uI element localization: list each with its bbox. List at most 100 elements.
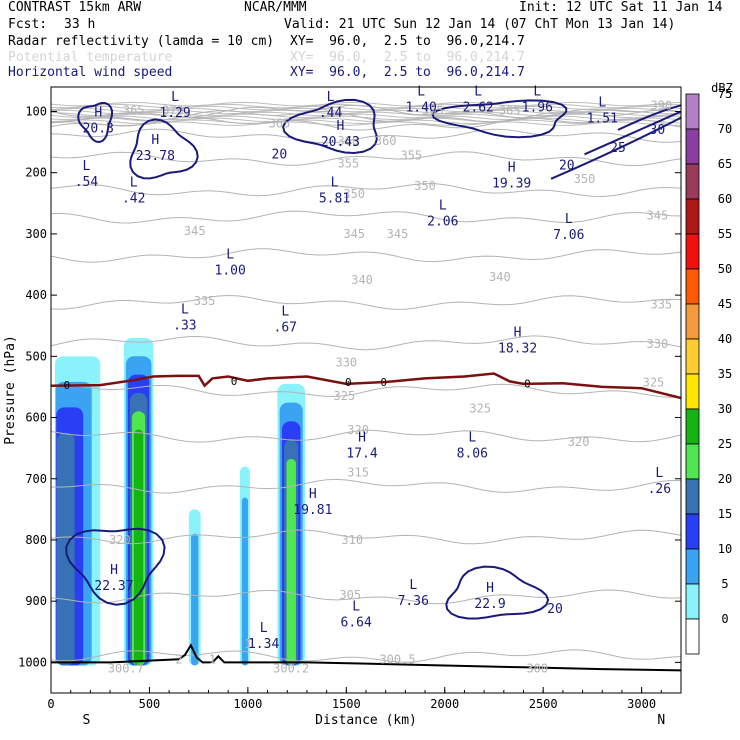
theta-label: 1 xyxy=(244,637,251,651)
wind-extremum-type: L xyxy=(474,85,482,100)
freezing-level-label: 0 xyxy=(231,375,238,388)
theta-label: 365 xyxy=(422,103,444,117)
theta-label: 365 xyxy=(269,117,291,131)
field-xy-reflectivity: XY= 96.0, 2.5 to 96.0,214.7 xyxy=(290,34,525,49)
wind-extremum-type: H xyxy=(94,106,102,121)
theta-label: 320 xyxy=(347,423,369,437)
theta-label: 325 xyxy=(469,401,491,415)
wind-contour-edge-2 xyxy=(617,104,681,131)
y-tick-label: 700 xyxy=(25,472,47,486)
theta-label: 370 xyxy=(162,103,184,117)
freezing-level-label: 0 xyxy=(524,377,531,390)
wind-extremum-value: 2.62 xyxy=(463,101,494,116)
colorbar-label: 55 xyxy=(718,227,732,241)
wind-contour-h2 xyxy=(129,118,199,180)
theta-contour-390 xyxy=(51,104,681,119)
x-tick-label: 2500 xyxy=(529,697,558,711)
end-label-right: N xyxy=(657,713,665,728)
field-name-theta: Potential temperature xyxy=(8,50,173,65)
theta-label: 335 xyxy=(194,294,216,308)
colorbar-swatch-45 xyxy=(685,303,700,340)
theta-label: 300.7 xyxy=(108,662,144,676)
wind-extremum-value: 1.00 xyxy=(215,264,246,279)
wind-extremum-value: .44 xyxy=(319,106,343,121)
wind-extremum-type: H xyxy=(508,161,516,176)
theta-label: 325 xyxy=(643,376,665,390)
colorbar-swatch-65 xyxy=(685,163,700,200)
colorbar-swatch-5 xyxy=(685,583,700,620)
freezing-level-line xyxy=(50,372,682,400)
field-xy-wind: XY= 96.0, 2.5 to 96.0,214.7 xyxy=(290,65,525,80)
wind-extremum-value: 20.3 xyxy=(83,122,114,137)
wind-contour-edge-1 xyxy=(584,110,681,156)
theta-contour-320 xyxy=(51,429,681,443)
wind-extremum-value: .33 xyxy=(173,319,196,334)
x-tick-label: 2000 xyxy=(430,697,459,711)
y-tick-label: 800 xyxy=(25,533,47,547)
wind-contour-label: 20 xyxy=(272,147,288,162)
theta-contour-310 xyxy=(51,529,681,545)
wind-extremum-type: L xyxy=(281,304,289,319)
colorbar-label: 50 xyxy=(718,262,732,276)
colorbar-swatch-50 xyxy=(685,268,700,305)
theta-label: 345 xyxy=(387,227,409,241)
theta-label: 315 xyxy=(347,466,369,480)
wind-extremum-value: .26 xyxy=(648,482,671,497)
colorbar-label: 10 xyxy=(718,542,732,556)
y-tick-label: 400 xyxy=(25,288,47,302)
wind-contour-edge-0 xyxy=(550,116,681,180)
colorbar-label: 25 xyxy=(718,437,732,451)
wind-extremum-type: L xyxy=(181,303,189,318)
echo-4-25dbz xyxy=(286,458,296,666)
x-tick-label: 0 xyxy=(47,697,54,711)
y-tick-label: 600 xyxy=(25,411,47,425)
wind-extremum-value: 7.06 xyxy=(553,228,584,243)
theta-label: 2 xyxy=(175,652,182,666)
wind-extremum-value: 19.39 xyxy=(492,177,531,192)
theta-label: 345 xyxy=(184,224,206,238)
wind-extremum-type: H xyxy=(309,487,317,502)
fcst-label: Fcst: xyxy=(8,17,48,32)
end-label-left: S xyxy=(83,713,91,728)
y-tick-label: 100 xyxy=(25,104,47,118)
wind-contour-label: 20 xyxy=(547,602,563,617)
wind-extremum-value: 22.9 xyxy=(474,597,505,612)
wind-extremum-value: .67 xyxy=(274,320,297,335)
wind-contour-label: 30 xyxy=(650,123,666,138)
wind-extremum-value: 17.4 xyxy=(346,447,377,462)
field-xy-theta: XY= 96.0, 2.5 to 96.0,214.7 xyxy=(290,50,525,65)
theta-label: 320 xyxy=(568,435,590,449)
x-tick-label: 1500 xyxy=(332,697,361,711)
wind-extremum-type: L xyxy=(171,90,179,105)
wind-contours xyxy=(65,98,681,620)
y-tick-label: 500 xyxy=(25,349,47,363)
x-tick-label: 1000 xyxy=(233,697,262,711)
wind-extremum-type: L xyxy=(655,466,663,481)
colorbar-label: 30 xyxy=(718,402,732,416)
valid-time: Valid: 21 UTC Sun 12 Jan 14 (07 ChT Mon … xyxy=(284,17,676,32)
wind-extremum-value: 2.06 xyxy=(427,215,458,230)
wind-extremum-value: 1.51 xyxy=(587,112,618,127)
fcst-hours: 33 h xyxy=(64,17,96,32)
wind-extremum-value: 5.81 xyxy=(319,191,350,206)
colorbar-title: dBZ xyxy=(711,81,733,95)
colorbar-swatch-75 xyxy=(685,93,700,130)
theta-label: 300.5 xyxy=(379,652,415,666)
colorbar-swatch-35 xyxy=(685,373,700,410)
model-title: CONTRAST 15km ARW xyxy=(8,0,142,15)
wind-contour-h6 xyxy=(65,527,166,606)
wind-contour-label: 20 xyxy=(559,158,575,173)
field-name-wind: Horizontal wind speed xyxy=(8,65,173,80)
theta-label: 300.2 xyxy=(273,662,309,676)
colorbar-label: 70 xyxy=(718,122,732,136)
echo-1-30dbz xyxy=(133,429,144,666)
wind-contour-h1 xyxy=(77,102,114,144)
field-name-reflectivity: Radar reflectivity (lamda = 10 cm) xyxy=(8,34,275,49)
wind-extremum-value: 20.43 xyxy=(321,135,360,150)
theta-label: 365 xyxy=(499,103,521,117)
wind-contour-label: 25 xyxy=(610,141,626,156)
x-tick-label: 3000 xyxy=(627,697,656,711)
colorbar-swatch-0 xyxy=(685,618,700,655)
wind-extremum-type: L xyxy=(598,96,606,111)
theta-label: 310 xyxy=(341,533,363,547)
